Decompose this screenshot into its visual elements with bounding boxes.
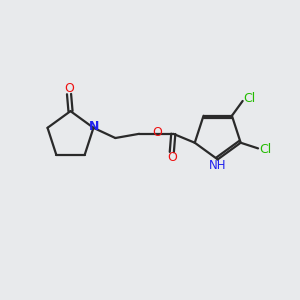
Text: Cl: Cl [259,143,272,156]
Text: O: O [152,126,162,140]
Text: O: O [64,82,74,95]
Text: N: N [89,120,99,133]
Text: NH: NH [208,159,226,172]
Text: Cl: Cl [243,92,255,105]
Text: O: O [167,151,177,164]
